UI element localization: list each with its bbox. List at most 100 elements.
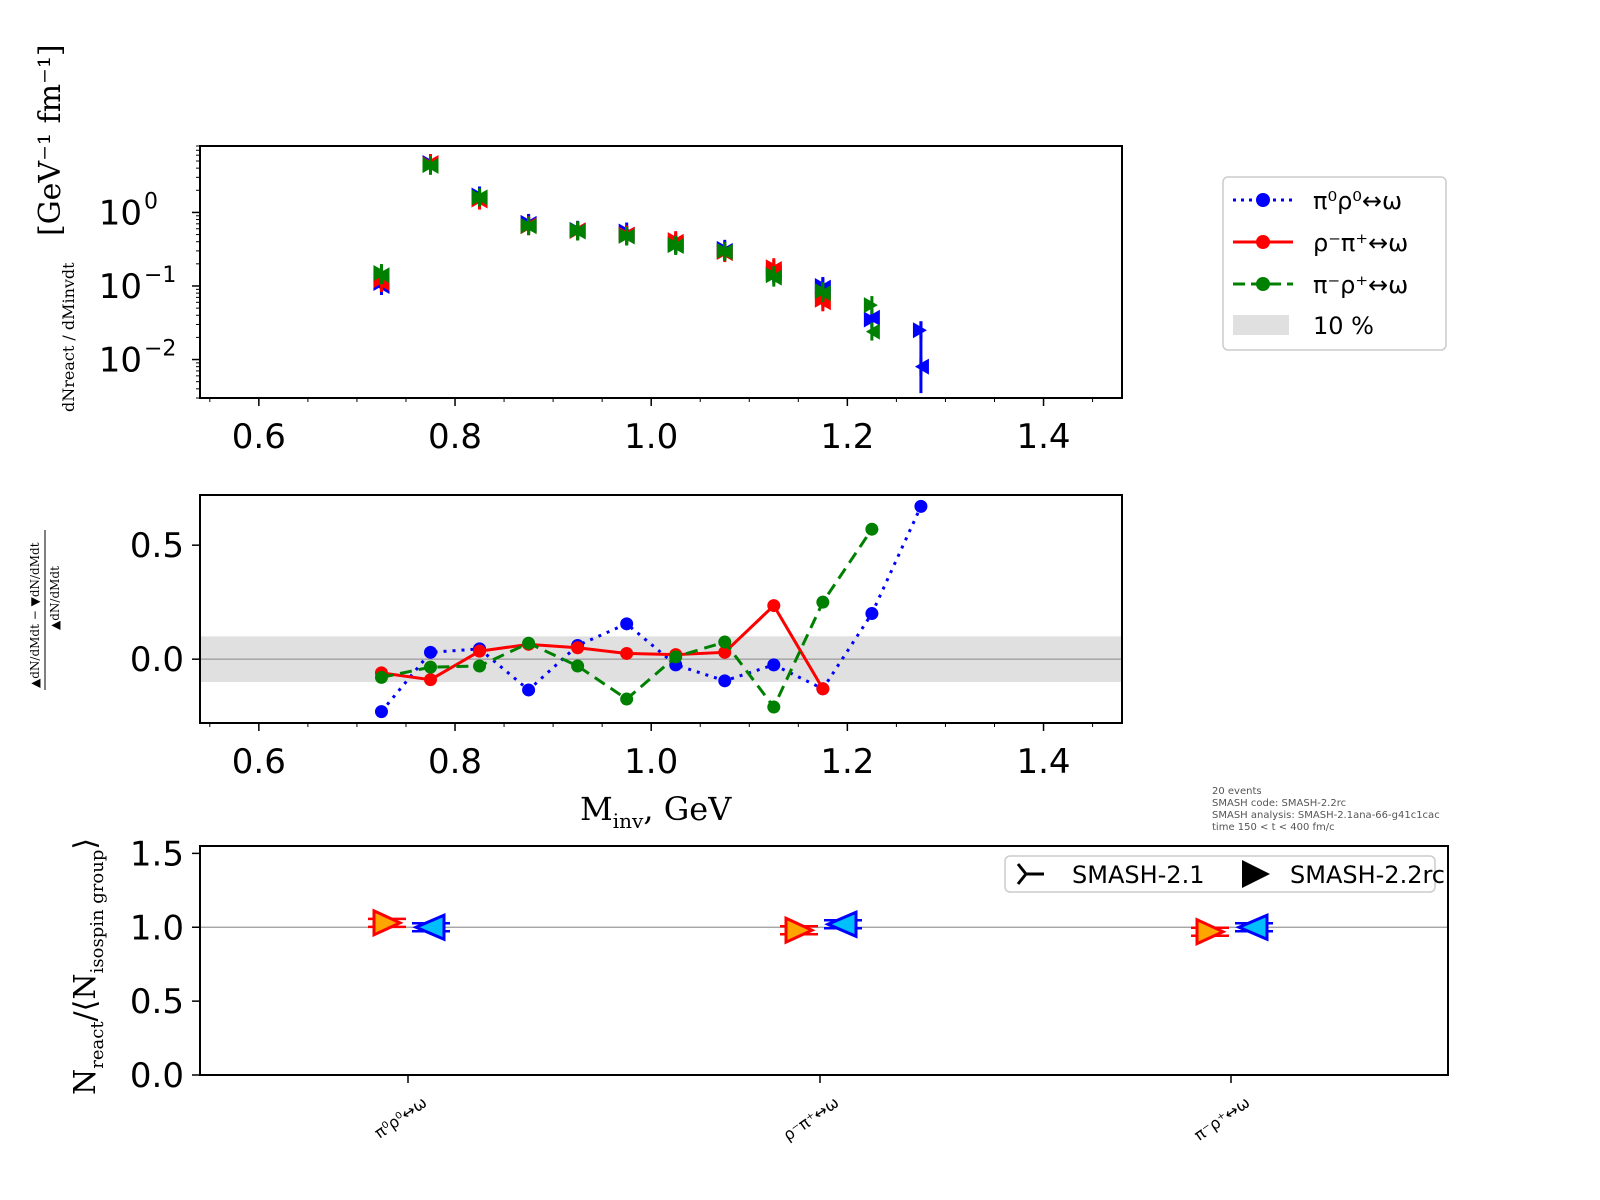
info-line-2: SMASH code: SMASH-2.2rc <box>1212 798 1346 809</box>
x-tick-label: 1.0 <box>624 742 678 782</box>
y-tick-label: 10 <box>99 267 142 307</box>
y-tick-label: 10 <box>99 193 142 233</box>
y-tick-label: 0.5 <box>130 982 184 1022</box>
bottom-x-ticks: π⁰ρ⁰↔ω ρ⁻π⁺↔ω π⁻ρ⁺↔ω <box>371 1075 1253 1145</box>
ratio-line <box>380 505 923 713</box>
legend-item-pimrhop: π⁻ρ⁺↔ω <box>1233 271 1408 299</box>
ratio-point <box>620 617 634 631</box>
middle-x-ticks: 0.6 0.8 1.0 1.2 1.4 <box>209 723 1094 782</box>
x-tick-label: 0.6 <box>232 742 286 782</box>
legend-item-smash22: SMASH-2.2rc <box>1242 860 1445 889</box>
x-tick-label: π⁻ρ⁺↔ω <box>1190 1093 1253 1145</box>
legend-label-pi0rho0: π⁰ρ⁰↔ω <box>1313 187 1402 215</box>
middle-panel: 0.6 0.8 1.0 1.2 1.4 0.0 0.5 Minv, GeV ▲dN/dMd… <box>28 494 1123 833</box>
legend-item-rhompip: ρ⁻π⁺↔ω <box>1233 229 1408 257</box>
ratio-point <box>424 673 437 687</box>
ratio-point <box>767 599 781 613</box>
legend-label-pimrhop: π⁻ρ⁺↔ω <box>1313 271 1408 299</box>
info-line-3: SMASH analysis: SMASH-2.1ana-66-g41c1cac <box>1212 810 1440 821</box>
bottom-ylabel: Nreact/⟨Nisospin group⟩ <box>68 838 108 1095</box>
ratio-point <box>718 635 732 649</box>
legend-label-rhompip: ρ⁻π⁺↔ω <box>1313 229 1408 257</box>
marker-shape <box>824 910 858 939</box>
y-tick-exponent: −2 <box>144 337 176 362</box>
series-2 <box>373 156 880 341</box>
info-line-1: 20 events <box>1212 786 1262 797</box>
legend-item-pi0rho0: π⁰ρ⁰↔ω <box>1233 187 1402 215</box>
marker-shape <box>372 908 404 938</box>
series-0 <box>373 153 929 376</box>
svg-text:▲dN/dMdt − ▼dN/dMdt: ▲dN/dMdt − ▼dN/dMdt <box>28 542 42 688</box>
triangle-right-marker-icon <box>1242 860 1270 888</box>
ratio-point <box>522 683 536 697</box>
bottom-plot-area <box>200 908 1448 947</box>
y-tick-label: 10 <box>99 341 142 381</box>
marker-shape <box>1235 912 1269 942</box>
smash21-marker <box>1191 917 1229 947</box>
top-legend-frame <box>1222 176 1447 351</box>
x-tick-label: π⁰ρ⁰↔ω <box>371 1093 431 1143</box>
bottom-legend-frame <box>1004 855 1436 893</box>
ratio-point <box>522 636 536 650</box>
ratio-point <box>473 659 487 673</box>
bottom-panel: 0.0 0.5 1.0 1.5 π⁰ρ⁰↔ω ρ⁻π⁺↔ω π⁻ρ⁺↔ω Nreact/⟨… <box>68 834 1449 1145</box>
top-ylabel: [GeV⁻¹ fm⁻¹] dNreact / dMinvdt <box>33 44 78 412</box>
x-tick-label: 0.8 <box>428 417 482 457</box>
ratio-series-2 <box>374 522 879 714</box>
ratio-point <box>424 660 437 674</box>
smash22-marker <box>412 912 450 942</box>
legend-label-band: 10 % <box>1313 312 1374 340</box>
y-tick-label: 1.0 <box>130 908 184 948</box>
ratio-point <box>816 682 830 696</box>
info-line-4: time 150 < t < 400 fm/c <box>1212 822 1335 833</box>
tri-left-marker-icon <box>1016 863 1044 885</box>
ratio-series-0 <box>374 499 928 719</box>
top-ylabel-units: [GeV⁻¹ fm⁻¹] <box>33 44 68 236</box>
middle-panel-frame <box>199 494 1123 724</box>
info-block: 20 events SMASH code: SMASH-2.2rc SMASH … <box>1212 786 1440 833</box>
ratio-point <box>424 645 437 659</box>
x-tick-label: 1.2 <box>820 742 874 782</box>
x-tick-label: ρ⁻π⁺↔ω <box>779 1093 842 1145</box>
ratio-point <box>374 670 388 684</box>
smash22-marker <box>824 910 862 939</box>
svg-text:Nreact/⟨Nisospin group⟩: Nreact/⟨Nisospin group⟩ <box>68 838 108 1095</box>
legend-item-band: 10 % <box>1233 312 1374 340</box>
y-tick-label: 0.0 <box>130 640 184 680</box>
ratio-point <box>669 650 683 664</box>
ratio-point <box>718 674 732 688</box>
top-legend: π⁰ρ⁰↔ω ρ⁻π⁺↔ω π⁻ρ⁺↔ω 10 % <box>1222 176 1447 351</box>
x-tick-label: 0.6 <box>232 417 286 457</box>
ratio-point <box>914 499 928 513</box>
ratio-point <box>620 646 634 660</box>
middle-ylabel: ▲dN/dMdt − ▼dN/dMdt ▲dN/dMdt <box>28 530 62 690</box>
middle-plot-area <box>200 499 1122 719</box>
ratio-point <box>816 595 830 609</box>
ratio-point <box>571 641 585 655</box>
marker-shape <box>412 912 446 942</box>
x-tick-label: 1.4 <box>1016 742 1070 782</box>
ratio-point <box>767 700 781 714</box>
legend-label-smash21: SMASH-2.1 <box>1072 861 1204 889</box>
smash22-marker <box>1235 912 1273 942</box>
x-tick-label: 0.8 <box>428 742 482 782</box>
ratio-point <box>374 705 388 719</box>
svg-text:▲dN/dMdt: ▲dN/dMdt <box>48 566 62 630</box>
ratio-point <box>571 659 585 673</box>
top-ylabel-fraction: dNreact / dMinvdt <box>59 262 78 412</box>
marker-shape <box>1195 917 1227 947</box>
y-tick-label: 0.0 <box>130 1056 184 1096</box>
y-tick-exponent: 0 <box>144 189 158 214</box>
middle-y-ticks: 0.0 0.5 <box>130 526 200 680</box>
ratio-point <box>620 692 634 706</box>
ratio-point <box>473 644 487 658</box>
top-panel-frame <box>199 145 1123 399</box>
smash21-marker <box>368 908 406 938</box>
ratio-point <box>865 522 879 536</box>
y-tick-label: 0.5 <box>130 526 184 566</box>
x-tick-label: 1.2 <box>820 417 874 457</box>
legend-item-smash21: SMASH-2.1 <box>1016 861 1204 889</box>
x-tick-label: 1.0 <box>624 417 678 457</box>
